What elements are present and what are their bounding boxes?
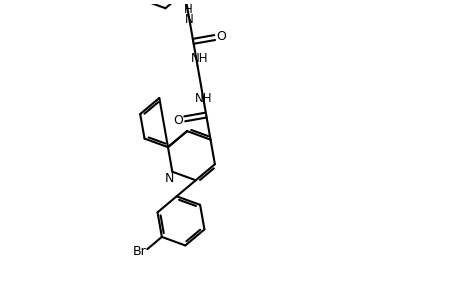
Text: O: O — [173, 113, 183, 127]
Text: N: N — [164, 172, 174, 184]
Text: O: O — [216, 30, 226, 43]
Text: NH: NH — [194, 92, 212, 105]
Text: Br: Br — [133, 245, 146, 258]
Text: N: N — [185, 13, 193, 26]
Text: H: H — [184, 3, 192, 16]
Text: NH: NH — [190, 52, 208, 65]
